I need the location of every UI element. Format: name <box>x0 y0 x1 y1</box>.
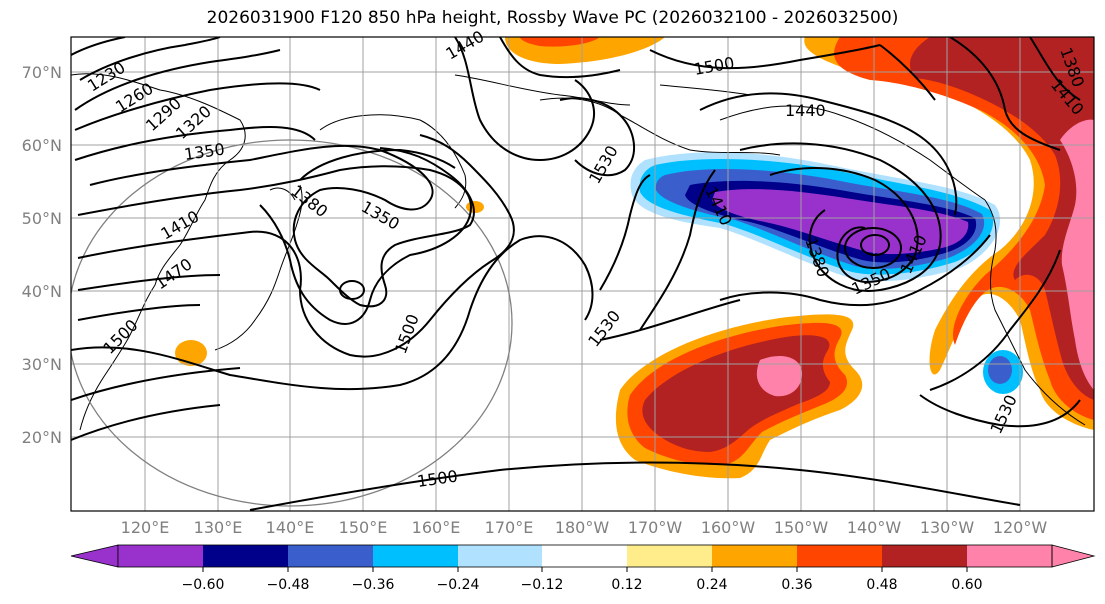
height-contours <box>71 37 1081 511</box>
lon-label: 150°W <box>774 518 829 537</box>
lat-label: 70°N <box>22 63 62 82</box>
colorbar-tick-label: 0.24 <box>696 577 727 593</box>
lon-label: 170°W <box>628 518 683 537</box>
colorbar-tick-label: −0.60 <box>182 577 225 593</box>
lat-label: 50°N <box>22 209 62 228</box>
colorbar-ticks <box>202 567 968 572</box>
colorbar-tick-label: −0.24 <box>437 577 480 593</box>
colorbar-segment <box>458 545 542 567</box>
colorbar-segment <box>967 545 1052 567</box>
colorbar: −0.60 −0.48 −0.36 −0.24 −0.12 0.12 0.24 … <box>70 544 1096 593</box>
colorbar-segment <box>373 545 458 567</box>
lon-label: 120°W <box>993 518 1048 537</box>
lon-label: 160°W <box>701 518 756 537</box>
colorbar-segment <box>797 545 882 567</box>
colorbar-segment <box>288 545 373 567</box>
colorbar-tick-label: 0.12 <box>611 577 642 593</box>
graticule <box>71 37 1094 511</box>
lon-label: 130°W <box>920 518 975 537</box>
colorbar-segment <box>712 545 797 567</box>
lat-label: 60°N <box>22 136 62 155</box>
latitude-labels: 70°N 60°N 50°N 40°N 30°N 20°N <box>22 63 62 447</box>
positive-anomaly-na-2 <box>834 37 1094 420</box>
lon-label: 120°E <box>121 518 170 537</box>
colorbar-segment <box>118 545 203 567</box>
map-frame <box>70 36 1095 512</box>
colorbar-tick-label: 0.36 <box>781 577 812 593</box>
influence-radius-circle <box>71 139 513 507</box>
longitude-labels: 120°E 130°E 140°E 150°E 160°E 170°E 180°… <box>121 518 1048 537</box>
positive-anomaly-east-china-sea <box>175 340 207 366</box>
map-title: 2026031900 F120 850 hPa height, Rossby W… <box>206 8 899 28</box>
lon-label: 180°W <box>555 518 610 537</box>
colorbar-segment <box>882 545 967 567</box>
lon-label: 150°E <box>339 518 388 537</box>
colorbar-max-extend <box>1051 544 1096 568</box>
colorbar-tick-label: 0.60 <box>951 577 982 593</box>
colorbar-tick-label: −0.48 <box>267 577 310 593</box>
lat-label: 30°N <box>22 355 62 374</box>
positive-anomaly-na-core <box>1060 119 1094 390</box>
lon-label: 130°E <box>194 518 243 537</box>
lon-label: 160°E <box>412 518 461 537</box>
colorbar-tick-label: 0.48 <box>866 577 897 593</box>
positive-anomaly-core <box>756 356 803 397</box>
colorbar-tick-label: −0.36 <box>352 577 395 593</box>
colorbar-segment <box>203 545 288 567</box>
positive-anomaly-na-3 <box>910 37 1094 400</box>
colorbar-min-extend <box>70 544 119 568</box>
lon-label: 140°W <box>847 518 902 537</box>
colorbar-segment <box>542 545 627 567</box>
lat-label: 20°N <box>22 428 62 447</box>
colorbar-tick-label: −0.12 <box>521 577 564 593</box>
lon-label: 170°E <box>485 518 534 537</box>
contour-label: 1440 <box>785 101 826 120</box>
lat-label: 40°N <box>22 282 62 301</box>
negative-anomaly-core <box>712 189 969 255</box>
lon-label: 140°E <box>266 518 315 537</box>
colorbar-segment <box>627 545 712 567</box>
